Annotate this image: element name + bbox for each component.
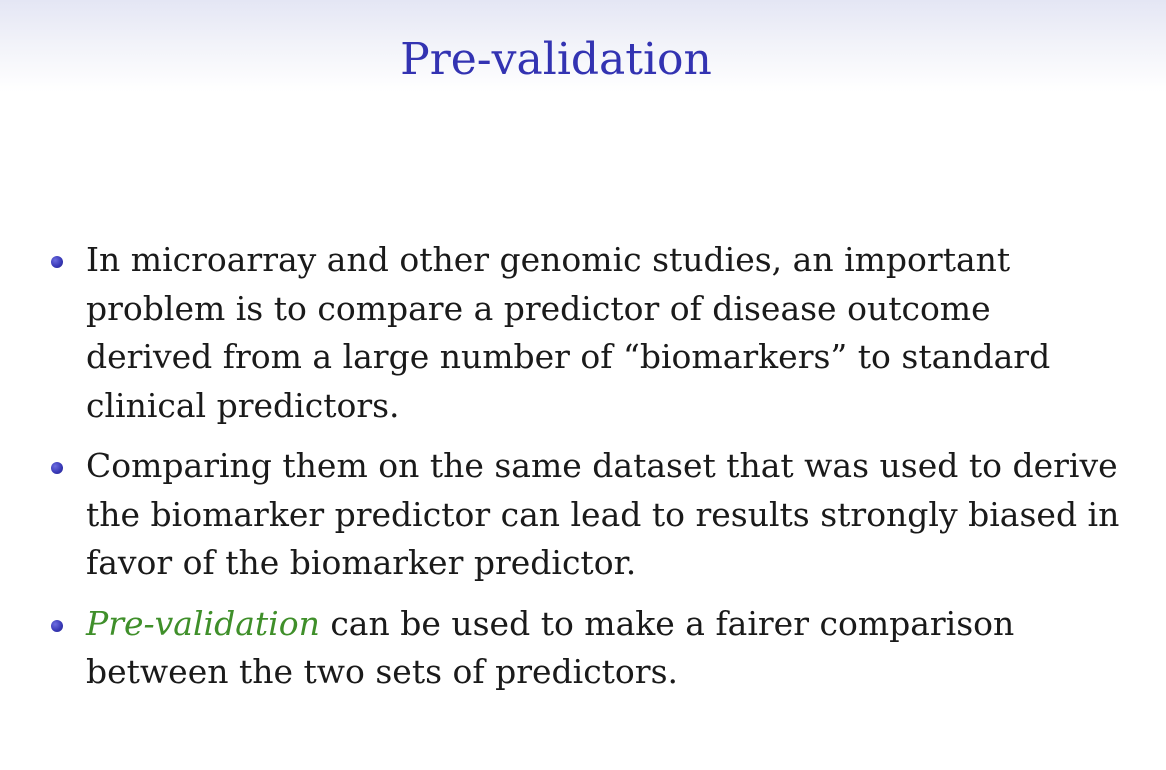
title-band [0, 0, 1166, 92]
bullet-text: can be used to make a fairer comparison … [86, 603, 1015, 692]
bullet-icon [51, 462, 63, 474]
bullet-list: In microarray and other genomic studies,… [0, 236, 1166, 697]
bullet-item: Pre-validation can be used to make a fai… [0, 600, 1166, 697]
bullet-text: Comparing them on the same dataset that … [86, 446, 1120, 582]
bullet-text: In microarray and other genomic studies,… [86, 240, 1051, 425]
emphasized-term: Pre-validation [86, 603, 320, 643]
bullet-item: In microarray and other genomic studies,… [0, 236, 1166, 430]
bullet-item: Comparing them on the same dataset that … [0, 442, 1166, 588]
bullet-icon [51, 256, 63, 268]
bullet-icon [51, 619, 63, 632]
slide-title: Pre-validation [400, 34, 712, 85]
